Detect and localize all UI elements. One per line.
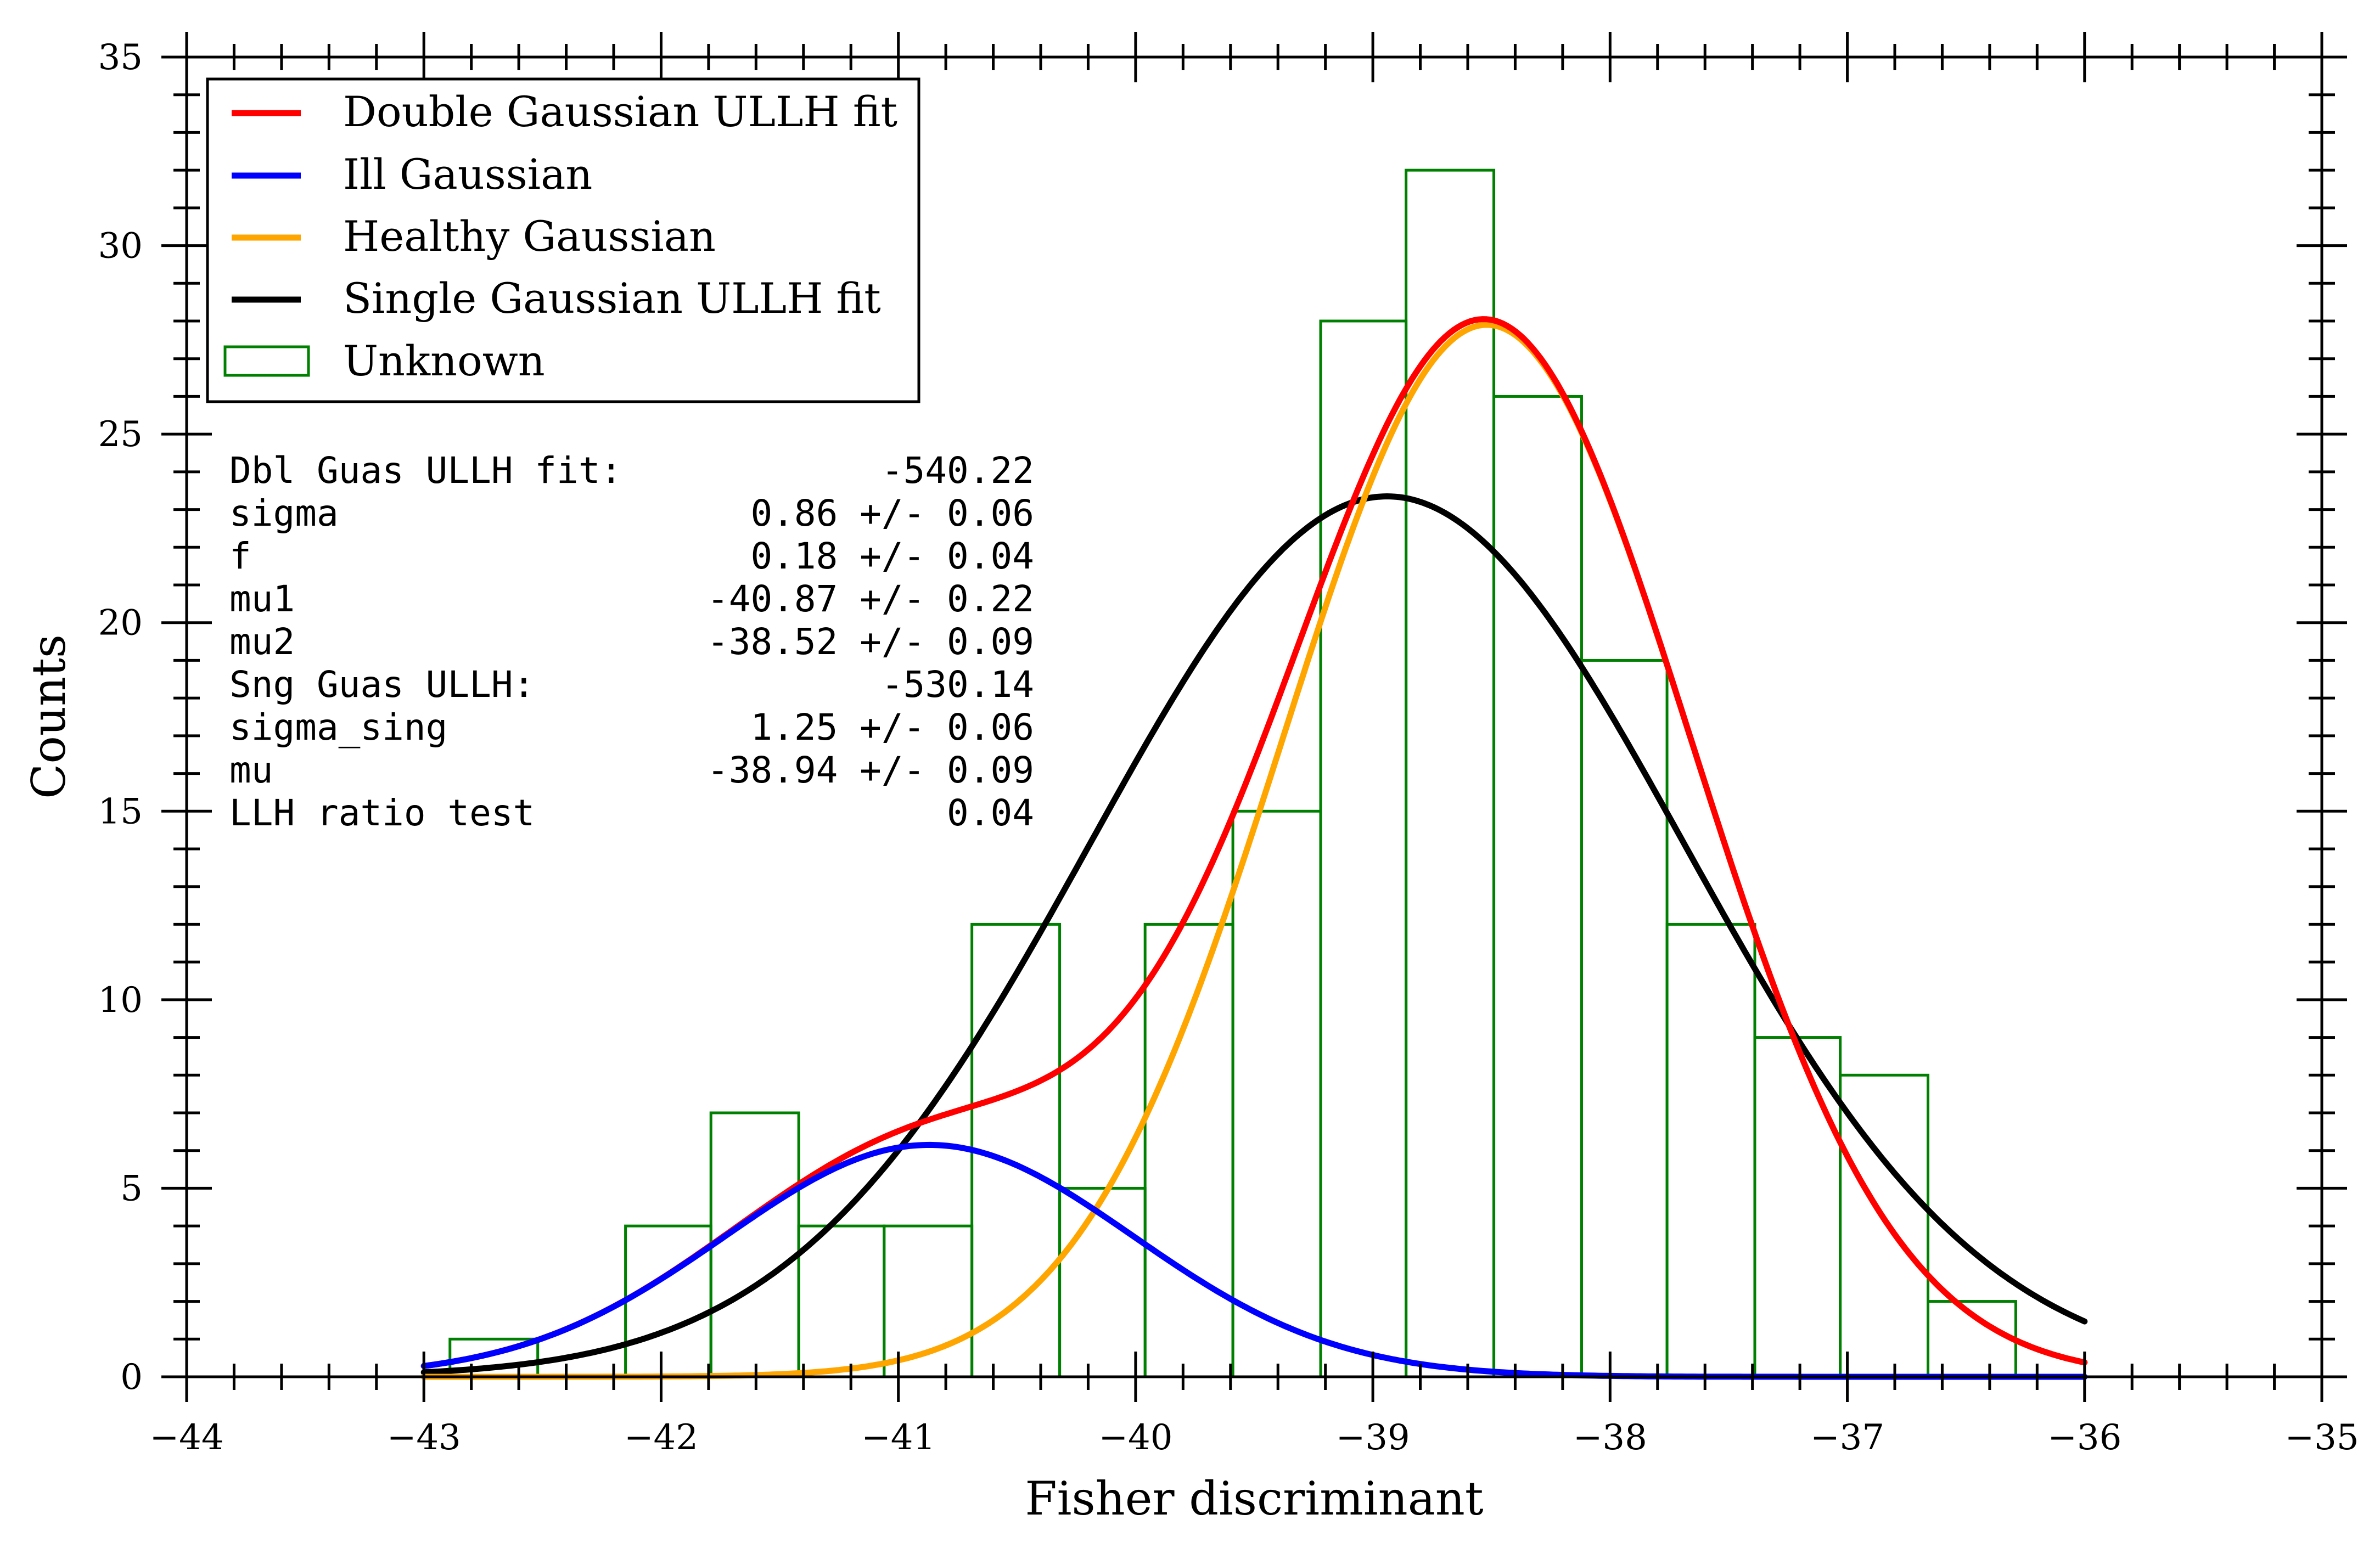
- stat-label-llh-ratio: LLH ratio test: [229, 792, 535, 834]
- stat-value-dbl-ullh: -540.22: [882, 449, 1034, 492]
- x-tick-label: −35: [2284, 1417, 2359, 1458]
- stat-value-mu: -38.94 +/- 0.09: [707, 749, 1034, 791]
- x-tick-label: −36: [2047, 1417, 2121, 1458]
- stat-label-mu1: mu1: [229, 578, 295, 620]
- legend-frame: [206, 77, 920, 403]
- x-tick-label: −43: [387, 1417, 461, 1458]
- stat-value-f: 0.18 +/- 0.04: [750, 535, 1034, 577]
- x-tick-label: −44: [149, 1417, 223, 1458]
- stat-value-llh-ratio: 0.04: [947, 792, 1034, 834]
- y-tick-label: 35: [98, 37, 143, 78]
- plot-frame: [185, 55, 2323, 1378]
- y-tick-label: 30: [98, 226, 143, 267]
- x-tick-label: −40: [1098, 1417, 1172, 1458]
- y-tick-label: 25: [98, 414, 143, 455]
- curve-single-gaussian: [420, 493, 2088, 1376]
- stat-label-mu: mu: [229, 749, 273, 791]
- y-tick-label: 15: [98, 791, 143, 832]
- stat-label-f: f: [229, 535, 251, 577]
- x-tick-label: −42: [624, 1417, 698, 1458]
- stat-label-mu2: mu2: [229, 621, 295, 663]
- x-tick-label: −39: [1336, 1417, 1410, 1458]
- stat-value-sigma: 0.86 +/- 0.06: [750, 492, 1034, 534]
- x-tick-label: −41: [861, 1417, 935, 1458]
- legend: Double Gaussian ULLH fit Ill Gaussian He…: [206, 77, 920, 403]
- legend-label-ill-gaussian: Ill Gaussian: [343, 150, 592, 199]
- stat-label-sigma: sigma: [229, 492, 339, 534]
- stat-label-dbl-ullh: Dbl Guas ULLH fit:: [229, 449, 622, 492]
- axis-ticks: [161, 32, 2347, 1402]
- legend-label-double-gaussian: Double Gaussian ULLH fit: [343, 87, 897, 136]
- y-axis-title: Counts: [22, 634, 76, 799]
- stat-label-sng-ullh: Sng Guas ULLH:: [229, 663, 535, 706]
- stat-value-sigma-sing: 1.25 +/- 0.06: [750, 706, 1034, 748]
- fit-stats-box: Dbl Guas ULLH fit: -540.22 sigma 0.86 +/…: [229, 449, 1034, 834]
- y-tick-label: 0: [120, 1357, 143, 1398]
- stat-label-sigma-sing: sigma_sing: [229, 706, 447, 748]
- y-tick-label: 20: [98, 603, 143, 644]
- stat-value-mu2: -38.52 +/- 0.09: [707, 621, 1034, 663]
- stat-value-sng-ullh: -530.14: [882, 663, 1034, 706]
- x-tick-label: −38: [1573, 1417, 1647, 1458]
- legend-label-healthy-gaussian: Healthy Gaussian: [343, 212, 716, 261]
- x-axis-title: Fisher discriminant: [1025, 1472, 1484, 1526]
- x-tick-label: −37: [1810, 1417, 1884, 1458]
- legend-label-single-gaussian: Single Gaussian ULLH fit: [343, 274, 881, 323]
- legend-swatch-unknown: [223, 345, 310, 377]
- stat-value-mu1: -40.87 +/- 0.22: [707, 578, 1034, 620]
- y-tick-label: 10: [98, 980, 143, 1021]
- y-tick-label: 5: [120, 1168, 143, 1209]
- legend-label-unknown: Unknown: [343, 336, 545, 385]
- tick-labels: −44 −43 −42 −41 −40 −39 −38 −37 −36 −35 0 5 10 15 20 25…: [98, 37, 2359, 1458]
